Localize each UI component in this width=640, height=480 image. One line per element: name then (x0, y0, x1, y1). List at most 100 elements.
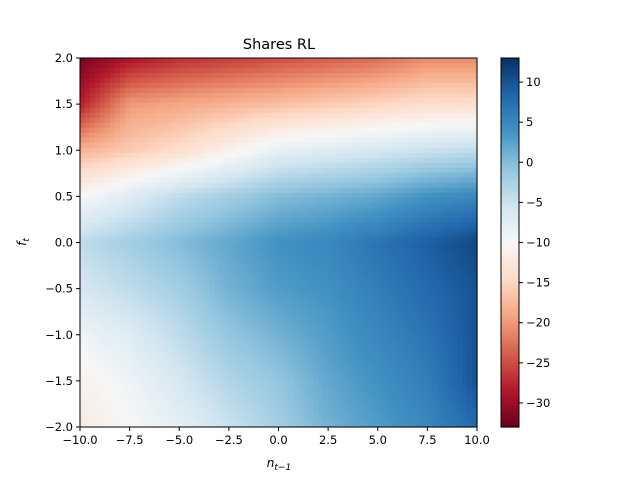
heatmap-cell (308, 192, 314, 199)
heatmap-cell (338, 347, 344, 353)
heatmap-cell (179, 172, 185, 179)
heatmap-cell (457, 267, 463, 274)
heatmap-cell (397, 272, 404, 279)
heatmap-cell (114, 132, 121, 139)
heatmap-cell (338, 267, 344, 274)
heatmap-cell (293, 157, 299, 164)
heatmap-cell (184, 172, 190, 179)
heatmap-cell (288, 267, 294, 274)
heatmap-cell (303, 192, 309, 199)
heatmap-cell (154, 67, 160, 74)
heatmap-cell (209, 362, 215, 368)
heatmap-cell (129, 197, 136, 204)
heatmap-cell (209, 207, 215, 214)
heatmap-cell (268, 92, 275, 99)
heatmap-cell (233, 207, 240, 214)
heatmap-cell (357, 212, 364, 219)
heatmap-cell (238, 327, 245, 333)
heatmap-cell (357, 77, 364, 84)
heatmap-cell (347, 182, 354, 189)
heatmap-cell (174, 157, 180, 164)
heatmap-cell (323, 58, 329, 64)
heatmap-cell (213, 227, 220, 234)
heatmap-cell (382, 58, 389, 64)
heatmap-cell (218, 282, 225, 288)
heatmap-cell (149, 197, 156, 204)
heatmap-cell (412, 147, 419, 154)
heatmap-cell (169, 82, 175, 89)
heatmap-cell (223, 262, 230, 269)
heatmap-cell (99, 127, 106, 134)
heatmap-cell (89, 152, 96, 159)
heatmap-cell (154, 192, 160, 199)
heatmap-cell (352, 237, 359, 244)
heatmap-cell (134, 367, 141, 373)
heatmap-cell (233, 247, 240, 254)
heatmap-cell (457, 317, 463, 323)
heatmap-cell (422, 342, 428, 348)
heatmap-cell (263, 272, 270, 279)
heatmap-cell (213, 222, 220, 229)
heatmap-cell (258, 127, 265, 134)
heatmap-cell (432, 332, 438, 338)
heatmap-cell (223, 332, 230, 338)
heatmap-cell (387, 197, 394, 204)
heatmap-cell (248, 272, 255, 279)
heatmap-cell (422, 152, 428, 159)
heatmap-cell (392, 262, 399, 269)
heatmap-cell (402, 147, 409, 154)
heatmap-cell (129, 152, 136, 159)
heatmap-cell (189, 242, 195, 249)
heatmap-cell (89, 222, 96, 229)
heatmap-cell (119, 102, 126, 109)
heatmap-cell (179, 187, 185, 194)
heatmap-cell (278, 337, 285, 343)
heatmap-cell (263, 347, 270, 353)
heatmap-cell (134, 187, 141, 194)
heatmap-cell (293, 207, 299, 214)
heatmap-cell (154, 357, 160, 363)
heatmap-cell (318, 147, 324, 154)
heatmap-cell (179, 142, 185, 149)
heatmap-cell (442, 182, 448, 189)
heatmap-cell (362, 332, 369, 338)
heatmap-cell (80, 262, 86, 269)
heatmap-cell (119, 152, 126, 159)
heatmap-cell (263, 152, 270, 159)
heatmap-cell (204, 307, 210, 313)
heatmap-cell (427, 102, 433, 109)
heatmap-cell (278, 347, 285, 353)
heatmap-cell (422, 317, 428, 323)
heatmap-cell (442, 347, 448, 353)
heatmap-cell (457, 297, 463, 303)
heatmap-cell (213, 142, 220, 149)
heatmap-cell (437, 337, 443, 343)
heatmap-cell (213, 342, 220, 348)
heatmap-cell (184, 67, 190, 74)
heatmap-cell (144, 232, 151, 239)
heatmap-cell (174, 192, 180, 199)
heatmap-cell (184, 137, 190, 144)
heatmap-cell (417, 337, 424, 343)
heatmap-cell (243, 247, 250, 254)
heatmap-cell (114, 222, 121, 229)
heatmap-cell (204, 242, 210, 249)
heatmap-cell (243, 82, 250, 89)
heatmap-cell (372, 352, 379, 358)
heatmap-cell (347, 347, 354, 353)
heatmap-cell (313, 182, 319, 189)
heatmap-cell (84, 152, 91, 159)
heatmap-cell (437, 152, 443, 159)
heatmap-cell (228, 132, 235, 139)
heatmap-cell (199, 217, 205, 224)
heatmap-cell (218, 172, 225, 179)
heatmap-cell (328, 72, 334, 79)
heatmap-cell (407, 122, 414, 129)
heatmap-cell (194, 87, 200, 94)
heatmap-cell (199, 112, 205, 119)
heatmap-cell (432, 272, 438, 279)
heatmap-cell (129, 227, 136, 234)
heatmap-cell (80, 327, 86, 333)
heatmap-cell (442, 327, 448, 333)
heatmap-cell (338, 317, 344, 323)
